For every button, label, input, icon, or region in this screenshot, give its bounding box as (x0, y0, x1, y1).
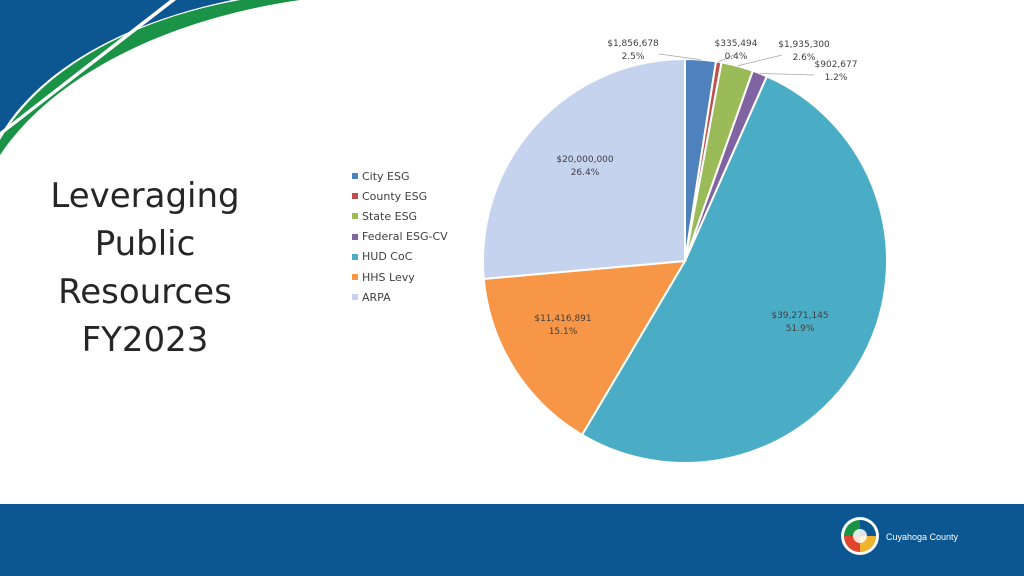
data-label-percent: 51.9% (786, 324, 815, 334)
legend-item: County ESG (352, 186, 448, 206)
legend-swatch (352, 294, 358, 301)
data-label-value: $902,677 (815, 60, 858, 70)
legend-item: City ESG (352, 166, 448, 186)
legend-swatch (352, 213, 358, 220)
legend-item: HHS Levy (352, 267, 448, 287)
legend-label: State ESG (362, 209, 418, 223)
data-label-value: $1,856,678 (607, 39, 659, 49)
legend-label: HHS Levy (362, 270, 415, 284)
legend-swatch (352, 253, 358, 260)
data-label-percent: 1.2% (825, 73, 848, 83)
legend-item: ARPA (352, 287, 448, 307)
pie-slice-arpa (482, 57, 686, 281)
data-label-percent: 15.1% (549, 327, 578, 337)
data-label-percent: 2.5% (622, 52, 645, 62)
chart-legend: City ESG County ESG State ESG Federal ESG-C… (352, 166, 448, 307)
data-label-percent: 26.4% (571, 168, 600, 178)
legend-item: HUD CoC (352, 247, 448, 267)
legend-item: State ESG (352, 206, 448, 226)
data-label-percent: 0.4% (725, 52, 748, 62)
data-label-value: $1,935,300 (778, 40, 830, 50)
data-label-value: $39,271,145 (771, 311, 828, 321)
legend-label: HUD CoC (362, 250, 413, 264)
data-label-value: $20,000,000 (556, 155, 614, 165)
leader-line (718, 53, 737, 63)
leader-line (759, 73, 815, 76)
title-line: Leveraging (50, 176, 240, 216)
legend-label: County ESG (362, 189, 428, 203)
data-label-value: $335,494 (715, 39, 758, 49)
data-label-value: $11,416,891 (534, 314, 591, 324)
leader-line (658, 53, 701, 60)
title-line: FY2023 (81, 320, 209, 360)
footer-org-name: Cuyahoga County (886, 532, 959, 542)
pie-slice-hud-coc (580, 75, 888, 464)
legend-label: Federal ESG-CV (362, 230, 448, 244)
legend-label: ARPA (362, 290, 391, 304)
title-line: Public (94, 224, 196, 264)
legend-label: City ESG (362, 169, 410, 183)
corner-decoration (0, 0, 300, 155)
legend-swatch (352, 233, 358, 240)
legend-swatch (352, 274, 358, 281)
county-seal-icon (841, 517, 879, 555)
legend-swatch (352, 193, 358, 200)
legend-item: Federal ESG-CV (352, 227, 448, 247)
title-line: Resources (58, 272, 232, 312)
legend-swatch (352, 173, 358, 180)
data-label-percent: 2.6% (793, 53, 816, 63)
page-title: Leveraging Public Resources FY2023 (40, 172, 250, 364)
pie-slice-hhs-levy (482, 259, 687, 437)
leader-line (737, 54, 783, 67)
